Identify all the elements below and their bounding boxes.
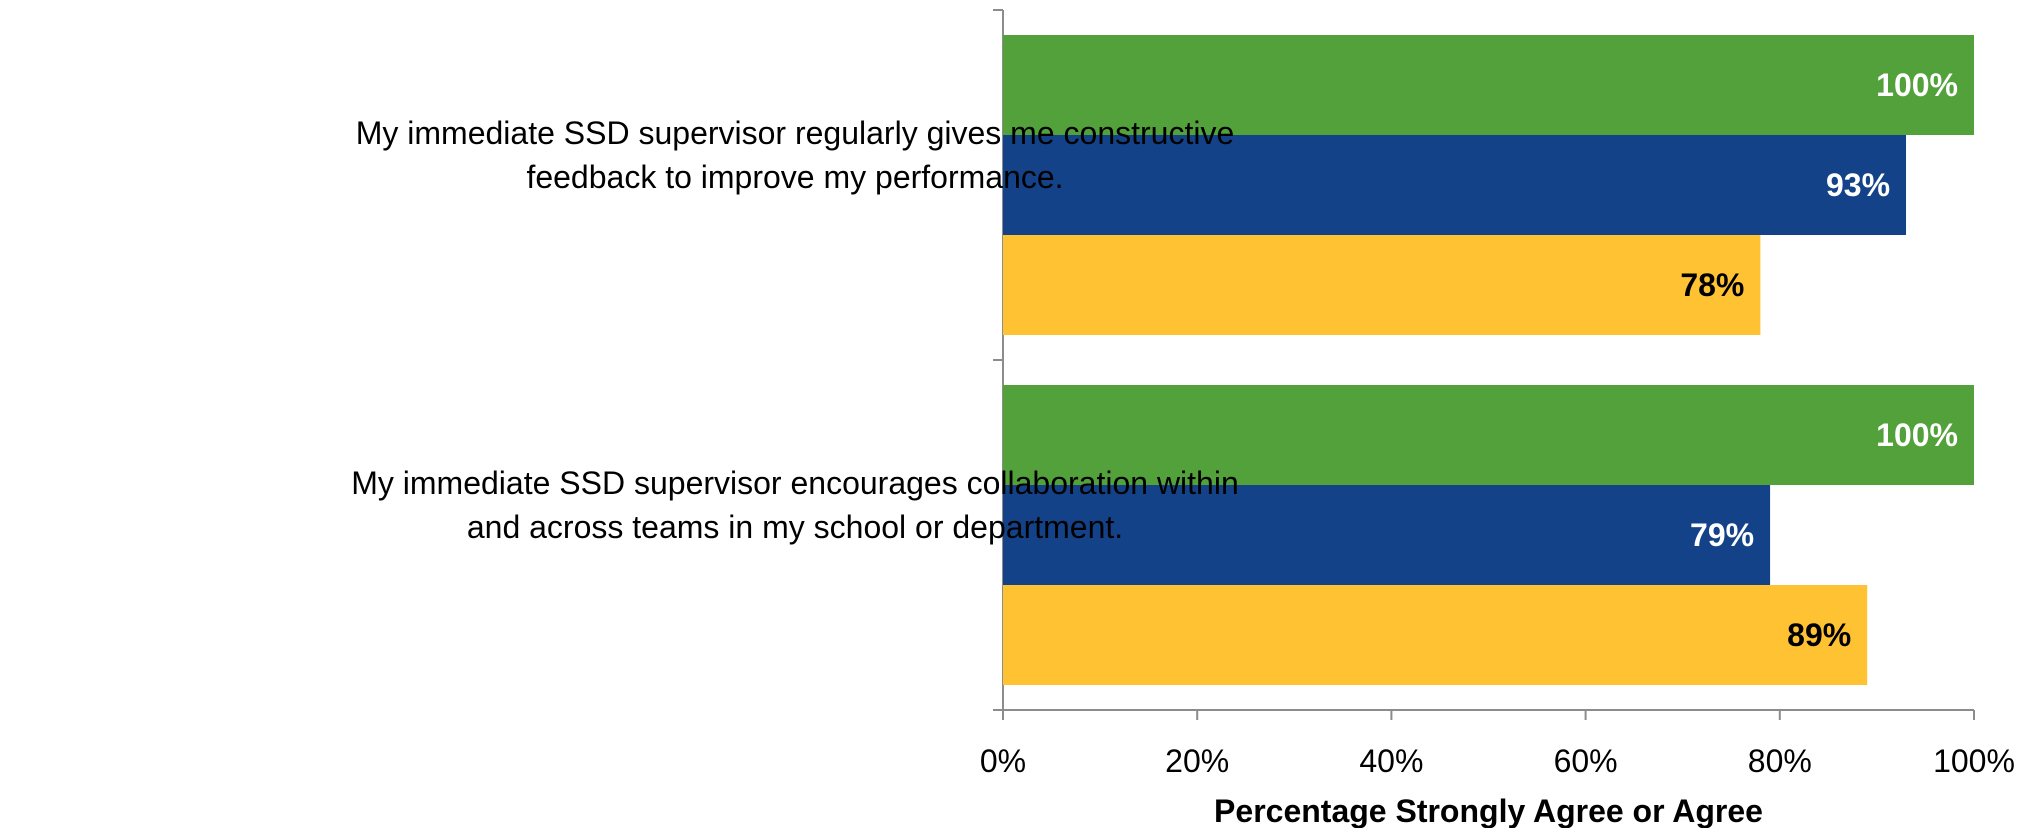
bar-2-series-1 (1003, 385, 1974, 485)
x-tick-label-6: 100% (1933, 743, 2015, 779)
x-tick-label-2: 20% (1165, 743, 1229, 779)
x-tick-label-5: 80% (1748, 743, 1812, 779)
x-tick-label-4: 60% (1554, 743, 1618, 779)
category-label-1-line-1: My immediate SSD supervisor regularly gi… (356, 115, 1235, 151)
bar-2-series-3 (1003, 585, 1868, 685)
data-label-2-series-2: 79% (1690, 517, 1754, 553)
category-labels-group: My immediate SSD supervisor regularly gi… (351, 115, 1239, 545)
bars-group (1003, 35, 1974, 685)
x-tick-label-1: 0% (980, 743, 1026, 779)
data-label-1-series-3: 78% (1680, 267, 1744, 303)
category-label-2-line-1: My immediate SSD supervisor encourages c… (351, 465, 1239, 501)
x-axis-title: Percentage Strongly Agree or Agree (1214, 793, 1763, 828)
category-label-1-line-2: feedback to improve my performance. (526, 159, 1063, 195)
data-labels-group: 100% 93% 78% 100% 79% 89% (1680, 67, 1958, 653)
data-label-2-series-3: 89% (1787, 617, 1851, 653)
data-label-2-series-1: 100% (1876, 417, 1958, 453)
data-label-1-series-2: 93% (1826, 167, 1890, 203)
category-label-2-line-2: and across teams in my school or departm… (467, 509, 1123, 545)
bar-1-series-3 (1003, 235, 1761, 335)
bar-2-series-2 (1003, 485, 1771, 585)
x-tick-labels-group: 0% 20% 40% 60% 80% 100% (980, 743, 2015, 779)
bar-1-series-2 (1003, 135, 1907, 235)
data-label-1-series-1: 100% (1876, 67, 1958, 103)
x-tick-label-3: 40% (1359, 743, 1423, 779)
bar-1-series-1 (1003, 35, 1974, 135)
